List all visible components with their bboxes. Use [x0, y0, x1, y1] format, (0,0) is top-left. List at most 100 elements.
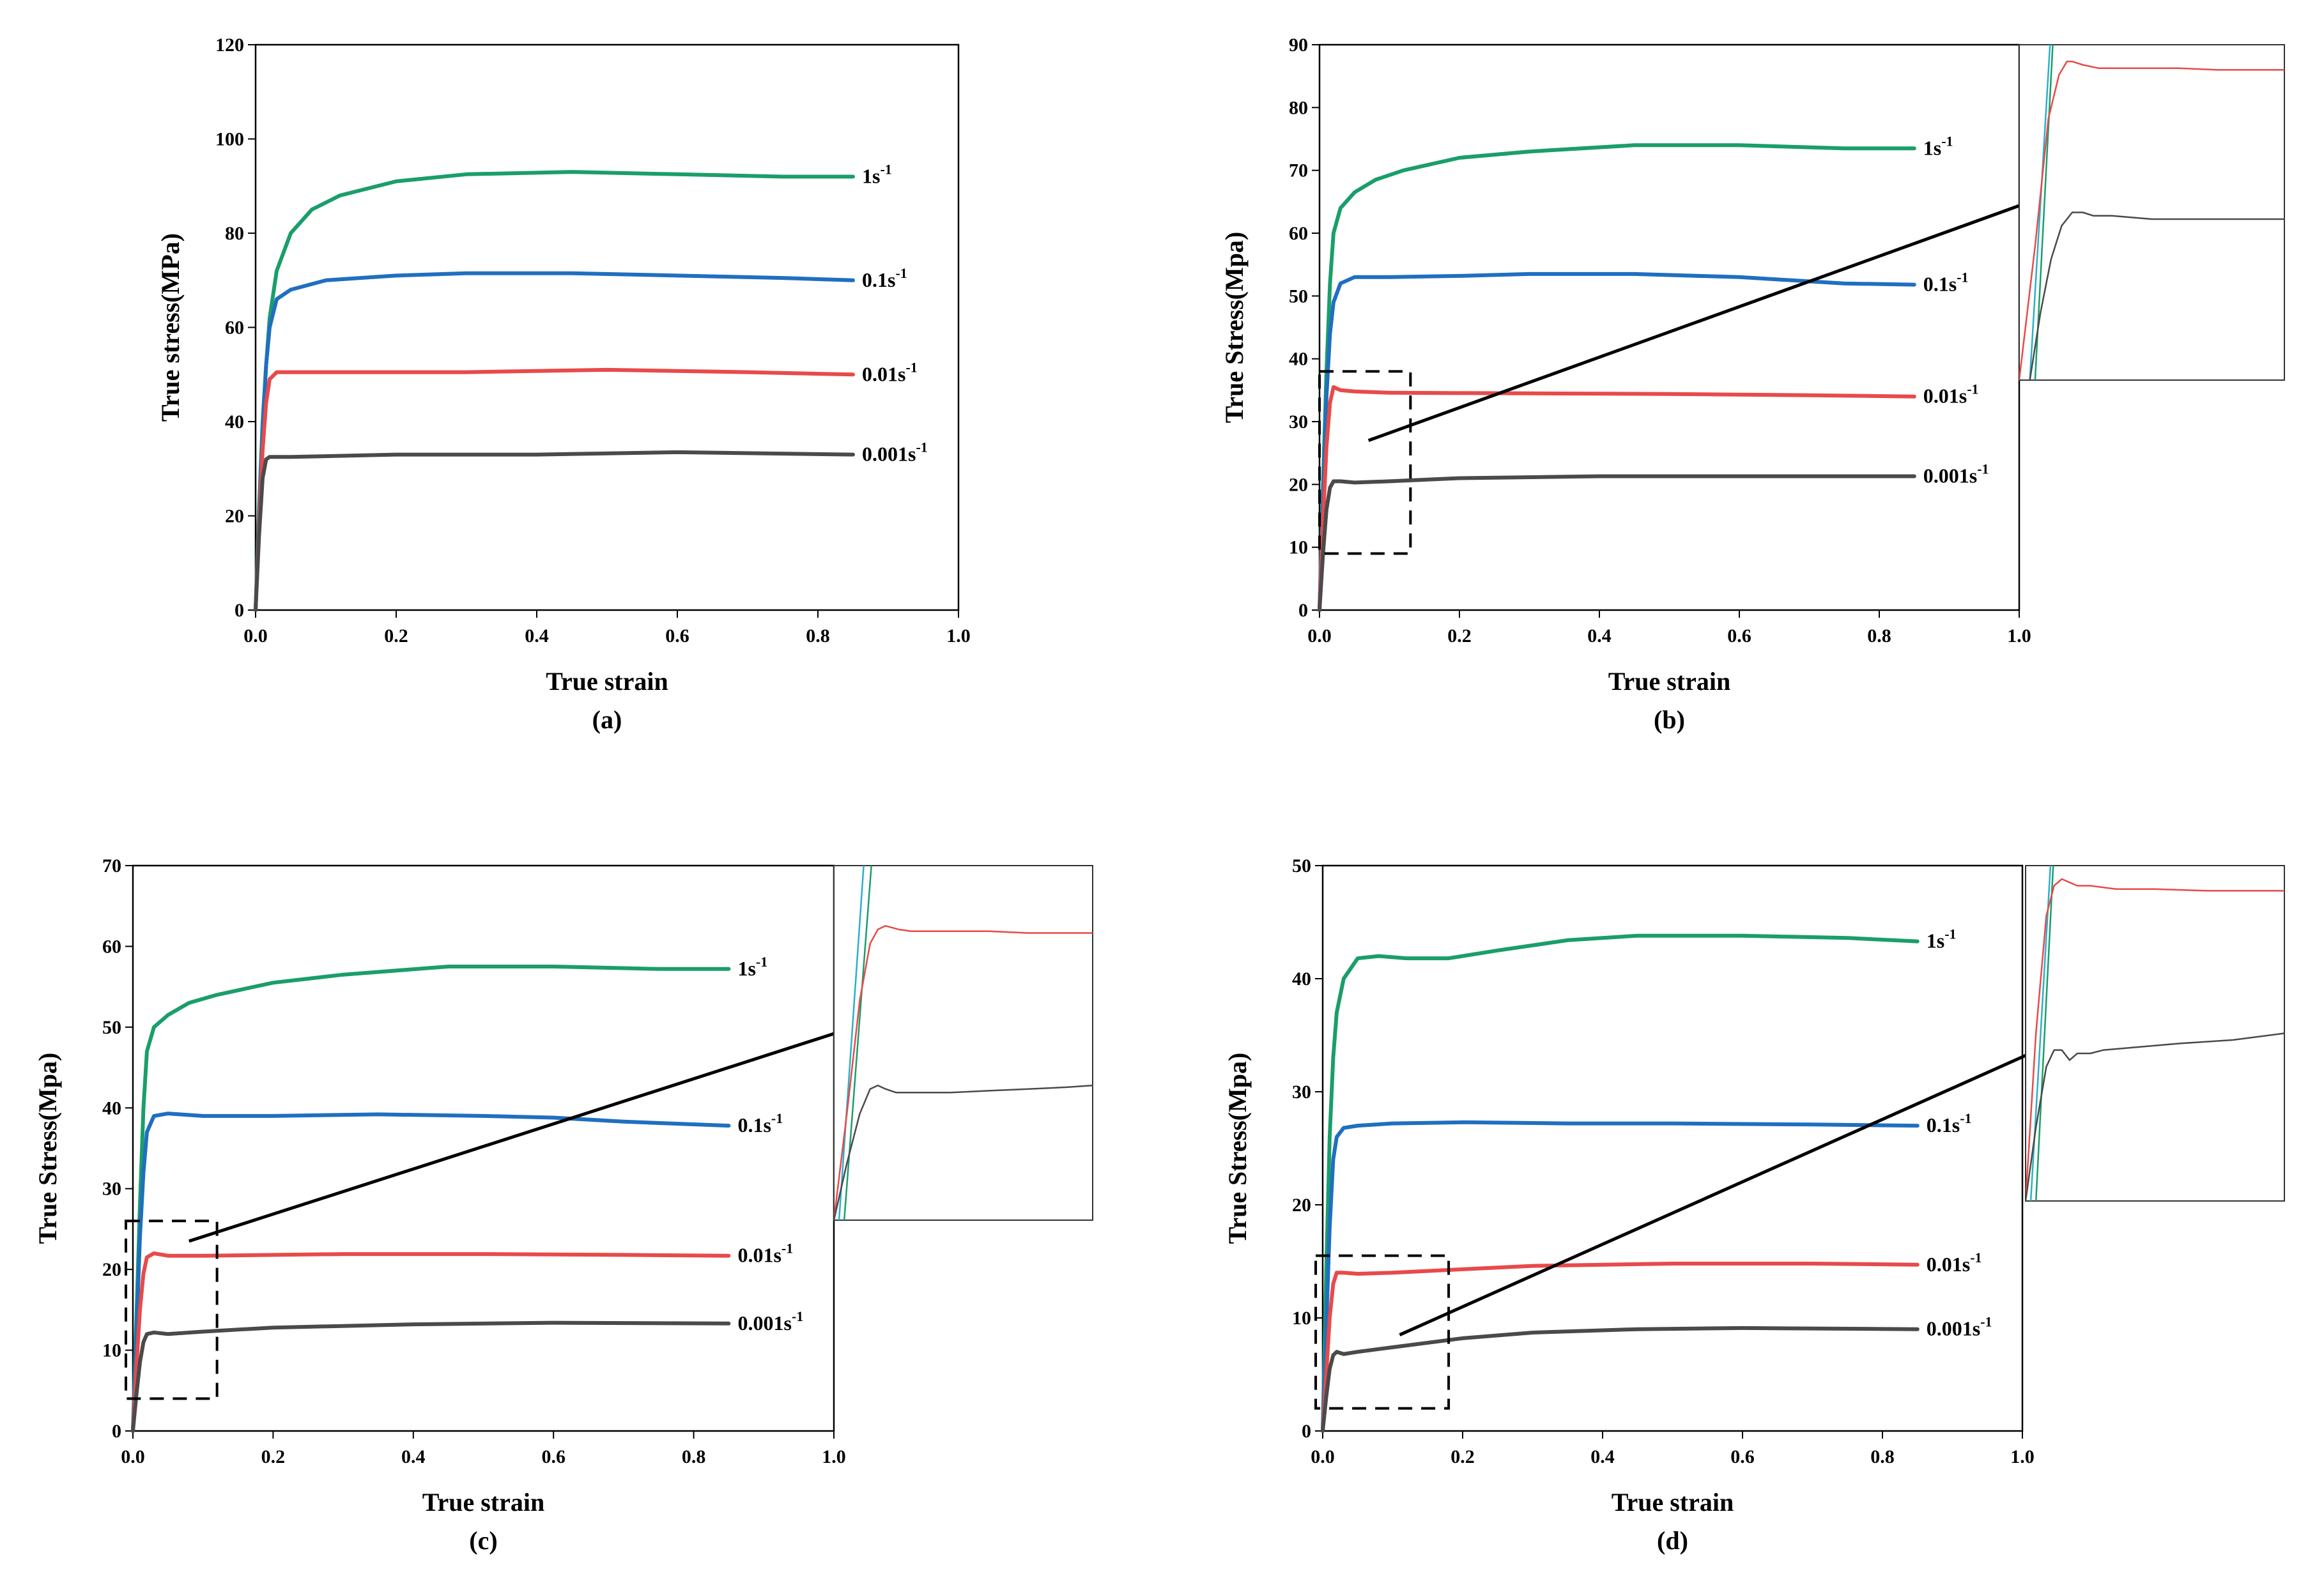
x-axis-label: True strain — [1608, 667, 1730, 696]
series-label-0.001s-1: 0.001s-1 — [737, 1308, 803, 1334]
plot-area — [132, 864, 835, 1432]
series-label-sup: -1 — [1944, 926, 1956, 942]
inset-series-line-0.01s-1 — [2026, 878, 2284, 1201]
series-line-0.1s-1 — [254, 271, 855, 612]
panel-caption: (a) — [592, 705, 622, 734]
series-label-0.01s-1: 0.01s-1 — [1927, 1250, 1982, 1276]
zoom-inset-plot — [834, 866, 1093, 1220]
inset-series-line-cyan — [2029, 45, 2051, 380]
series-label-sup: -1 — [1960, 1110, 1971, 1126]
inset-series-line-cyan — [838, 866, 865, 1220]
series-line-1s-1 — [131, 965, 731, 1433]
y-axis-label: True Stress(Mpa) — [1220, 232, 1249, 424]
series-label-0.1s-1: 0.1s-1 — [862, 265, 907, 291]
x-tick-label: 0.0 — [1311, 1446, 1335, 1467]
x-tick-label: 0.6 — [541, 1446, 566, 1467]
series-line-1s-1 — [254, 170, 855, 612]
x-tick-label: 0.4 — [1590, 1446, 1615, 1467]
y-axis-label: True Stress(Mpa) — [33, 1053, 62, 1244]
series-label-sup: -1 — [1980, 1314, 1992, 1330]
series-label-0.001s-1: 0.001s-1 — [1923, 461, 1989, 487]
series-line-0.001s-1 — [131, 1320, 731, 1433]
zoom-region-box — [1314, 1254, 1451, 1410]
series-label-sup: -1 — [756, 954, 767, 970]
zoom-arrow — [1399, 1004, 2137, 1336]
inset-series-line-0.001s-1 — [2029, 211, 2284, 380]
panel-caption: (d) — [1657, 1526, 1688, 1555]
y-tick-label: 30 — [1292, 1082, 1311, 1103]
series-label-0.1s-1: 0.1s-1 — [1927, 1110, 1972, 1136]
x-tick-label: 0.0 — [121, 1446, 145, 1467]
series-label-sup: -1 — [1977, 461, 1989, 477]
x-tick-label: 0.4 — [525, 625, 549, 646]
y-tick-label: 0 — [235, 600, 244, 621]
series-label-0.001s-1: 0.001s-1 — [862, 440, 928, 466]
y-tick-label: 60 — [225, 317, 244, 339]
zoom-inset-frame — [833, 865, 1093, 1221]
x-tick-label: 0.8 — [1870, 1446, 1895, 1467]
series-label-sup: -1 — [880, 162, 891, 178]
series-label-0.1s-1: 0.1s-1 — [1923, 270, 1969, 296]
series-line-0.001s-1 — [254, 450, 855, 612]
series-label-text: 1s — [737, 957, 755, 980]
x-axis-label: True strain — [1612, 1488, 1734, 1517]
y-tick-label: 50 — [102, 1017, 121, 1038]
series-label-1s-1: 1s-1 — [1927, 926, 1957, 952]
series-label-text: 0.001s — [1923, 464, 1977, 487]
y-axis-label: True Stress(Mpa) — [1223, 1053, 1252, 1244]
series-label-sup: -1 — [895, 265, 907, 281]
inset-series-line-1s-1 — [2034, 45, 2054, 380]
series-line-0.1s-1 — [1318, 271, 1916, 612]
inset-series-line-1s-1 — [2035, 866, 2054, 1201]
series-line-1s-1 — [1321, 933, 1920, 1433]
y-tick-label: 20 — [1289, 474, 1308, 495]
y-tick-label: 50 — [1289, 286, 1308, 307]
y-tick-label: 70 — [102, 855, 121, 876]
zoom-inset-frame — [2025, 865, 2285, 1202]
x-tick-label: 0.4 — [401, 1446, 426, 1467]
series-label-sup: -1 — [781, 1241, 793, 1257]
inset-series-line-0.001s-1 — [834, 1084, 1093, 1220]
series-label-sup: -1 — [1970, 1250, 1982, 1266]
y-tick-label: 10 — [1292, 1308, 1311, 1329]
series-label-sup: -1 — [905, 359, 917, 375]
y-tick-label: 30 — [102, 1179, 121, 1200]
series-label-text: 0.001s — [862, 443, 916, 466]
x-tick-label: 0.2 — [261, 1446, 286, 1467]
y-tick-label: 10 — [102, 1340, 121, 1361]
chart-panel-b: 0.0 0.2 0.4 0.6 0.8 1.0 0 10 20 30 40 50 60 70 80 90 Tru… — [1220, 34, 2285, 734]
y-tick-label: 100 — [215, 129, 244, 150]
zoom-region-box — [125, 1220, 219, 1400]
x-tick-label: 0.6 — [1730, 1446, 1755, 1467]
inset-series-line-0.01s-1 — [2019, 61, 2284, 380]
zoom-inset-plot — [2019, 45, 2284, 380]
zoom-arrow — [1367, 167, 2121, 442]
series-label-sup: -1 — [1967, 381, 1978, 397]
series-line-0.001s-1 — [1321, 1326, 1920, 1433]
series-label-text: 0.01s — [1927, 1253, 1970, 1276]
y-tick-label: 10 — [1289, 537, 1308, 558]
x-tick-label: 0.8 — [806, 625, 830, 646]
series-label-text: 0.1s — [737, 1113, 771, 1136]
chart-panel-a: 0.0 0.2 0.4 0.6 0.8 1.0 0 20 40 60 80 100 120 True st… — [156, 34, 971, 734]
series-line-0.01s-1 — [1321, 1262, 1920, 1433]
series-label-0.01s-1: 0.01s-1 — [862, 359, 918, 385]
panel-caption: (b) — [1654, 705, 1685, 734]
x-tick-label: 0.8 — [1867, 625, 1891, 646]
series-line-1s-1 — [1318, 143, 1916, 612]
x-tick-label: 1.0 — [946, 625, 971, 646]
y-tick-label: 20 — [102, 1259, 121, 1280]
x-tick-label: 1.0 — [2010, 1446, 2035, 1467]
x-tick-label: 0.2 — [1451, 1446, 1475, 1467]
chart-panel-c: 0.0 0.2 0.4 0.6 0.8 1.0 0 10 20 30 40 50 60 70 True st… — [33, 855, 1093, 1555]
y-tick-label: 70 — [1289, 160, 1308, 181]
series-line-0.01s-1 — [131, 1251, 731, 1433]
series-label-0.01s-1: 0.01s-1 — [1923, 381, 1979, 408]
series-label-0.001s-1: 0.001s-1 — [1927, 1314, 1992, 1340]
series-label-text: 0.1s — [1927, 1113, 1960, 1136]
series-label-text: 1s — [862, 165, 880, 188]
x-tick-label: 1.0 — [2007, 625, 2031, 646]
x-tick-label: 0.2 — [1447, 625, 1472, 646]
y-tick-label: 40 — [1292, 968, 1311, 990]
